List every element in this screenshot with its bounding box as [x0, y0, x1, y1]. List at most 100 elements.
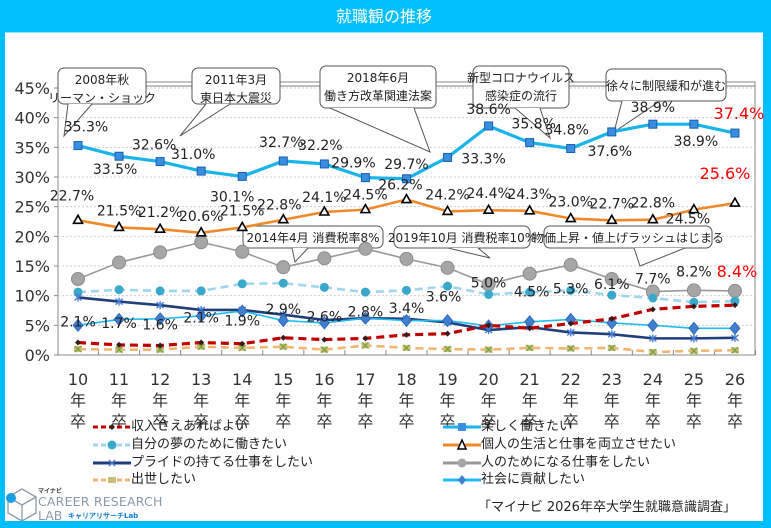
- marker-circle: [401, 285, 411, 295]
- annotation-tax8-pointer: [291, 247, 309, 264]
- marker-triangle: [72, 213, 84, 225]
- data-label: 22.8%: [257, 198, 301, 214]
- data-label: 24.3%: [507, 187, 551, 203]
- logo-brand: マイナビ: [38, 488, 62, 495]
- marker-square: [237, 171, 247, 181]
- legend-item: 人のためになる仕事をしたい: [443, 454, 650, 471]
- marker-diamond-small: [608, 315, 615, 322]
- legend-swatch-icon: [443, 474, 481, 485]
- marker-square: [155, 157, 165, 167]
- x-tick-label: 22: [561, 370, 581, 389]
- legend-item: プライドの持てる仕事をしたい: [93, 454, 313, 471]
- annotation-ease-box: [605, 68, 727, 102]
- marker-circle: [196, 286, 206, 296]
- x-tick-label: 年: [440, 391, 456, 410]
- marker-circle-large: [358, 241, 373, 256]
- marker-circle: [155, 286, 165, 296]
- marker-diamond: [277, 313, 289, 328]
- data-label: 24.1%: [302, 190, 346, 206]
- annotation-quake-text: 東日本大震災: [200, 91, 272, 105]
- y-tick-label: 0%: [25, 346, 50, 365]
- marker-triangle: [113, 220, 125, 232]
- marker-square: [607, 127, 617, 137]
- x-tick-label: 16: [314, 370, 334, 389]
- marker-diamond: [195, 309, 207, 323]
- marker-square: [73, 141, 83, 151]
- annotation-covid-text: 感染症の流行: [485, 88, 557, 103]
- x-tick-label: 18: [396, 370, 416, 389]
- data-label: 34.8%: [544, 123, 588, 139]
- data-label: 30.1%: [210, 189, 254, 205]
- x-tick-label: 年: [727, 391, 743, 410]
- y-tick-label: 45%: [14, 79, 50, 98]
- marker-diamond-small: [403, 331, 410, 338]
- data-label: 29.7%: [384, 157, 428, 173]
- x-tick-label: 年: [481, 391, 497, 410]
- marker-x: [403, 344, 410, 352]
- data-label: 5.0%: [471, 275, 507, 291]
- data-label: 1.7%: [101, 316, 137, 332]
- legend-swatch-icon: [93, 440, 131, 449]
- data-label: 20.6%: [179, 209, 223, 225]
- annotation-quake-box: [191, 67, 281, 105]
- marker-circle-large: [235, 244, 250, 259]
- marker-circle: [689, 297, 699, 307]
- marker-x: [649, 348, 657, 356]
- marker-diamond: [729, 321, 741, 335]
- data-label: 6.1%: [594, 277, 630, 293]
- data-label: 21.5%: [220, 203, 264, 219]
- marker-circle-large: [112, 255, 127, 270]
- marker-circle: [237, 279, 247, 289]
- data-label: 2.9%: [266, 302, 302, 318]
- legend-label: 出世したい: [131, 472, 197, 487]
- x-tick-label: 年: [111, 391, 127, 410]
- legend-item: 社会に貢献したい: [443, 471, 585, 488]
- x-tick-label: 年: [70, 391, 86, 410]
- annotation-price-pointer: [633, 247, 686, 267]
- x-tick-label: 20: [478, 370, 498, 389]
- logo: [5, 485, 39, 527]
- data-label: 23.0%: [548, 195, 592, 211]
- marker-triangle: [359, 203, 372, 214]
- marker-square: [443, 152, 453, 162]
- marker-triangle: [646, 213, 659, 224]
- data-label: 3.4%: [389, 301, 425, 317]
- annotation-lehman-text: 2008年秋: [75, 73, 130, 87]
- annotation-tax10-pointer: [447, 247, 491, 259]
- marker-circle-large: [71, 272, 85, 287]
- y-tick-label: 25%: [14, 198, 50, 217]
- marker-diamond-small: [239, 340, 246, 347]
- data-label: 2.6%: [307, 310, 343, 326]
- marker-square: [401, 174, 411, 184]
- marker-circle: [443, 281, 453, 291]
- marker-triangle: [277, 213, 290, 224]
- source-note: 「マイナビ 2026年卒大学生就職意識調査」: [478, 500, 736, 515]
- x-tick-label: 卒: [686, 412, 702, 431]
- x-tick-label: 年: [316, 391, 332, 410]
- x-tick-label: 卒: [645, 412, 661, 431]
- legend-swatch-icon: [93, 476, 131, 483]
- data-label: 8.4%: [717, 262, 758, 281]
- legend-swatch-icon: [443, 422, 481, 431]
- x-tick-label: 卒: [604, 412, 620, 431]
- x-tick-label: 10: [68, 370, 88, 389]
- marker-x: [279, 343, 287, 351]
- marker-circle: [360, 287, 370, 297]
- x-tick-label: 23: [602, 370, 622, 389]
- marker-x: [690, 347, 698, 355]
- data-label: 22.7%: [590, 196, 634, 212]
- marker-diamond-small: [649, 306, 656, 313]
- marker-circle: [648, 293, 658, 303]
- marker-x: [608, 344, 616, 352]
- x-tick-label: 11: [109, 370, 129, 389]
- legend-label: 自分の夢のために働きたい: [131, 437, 288, 452]
- x-tick-label: 卒: [522, 412, 538, 431]
- annotation-lehman-text: リーマン・ショック: [48, 91, 156, 105]
- marker-square: [196, 166, 206, 176]
- data-label: 37.4%: [714, 104, 765, 123]
- marker-circle-large: [563, 257, 578, 272]
- marker-square: [525, 138, 535, 148]
- marker-triangle: [564, 211, 577, 223]
- marker-triangle: [729, 196, 741, 207]
- marker-triangle: [523, 204, 536, 215]
